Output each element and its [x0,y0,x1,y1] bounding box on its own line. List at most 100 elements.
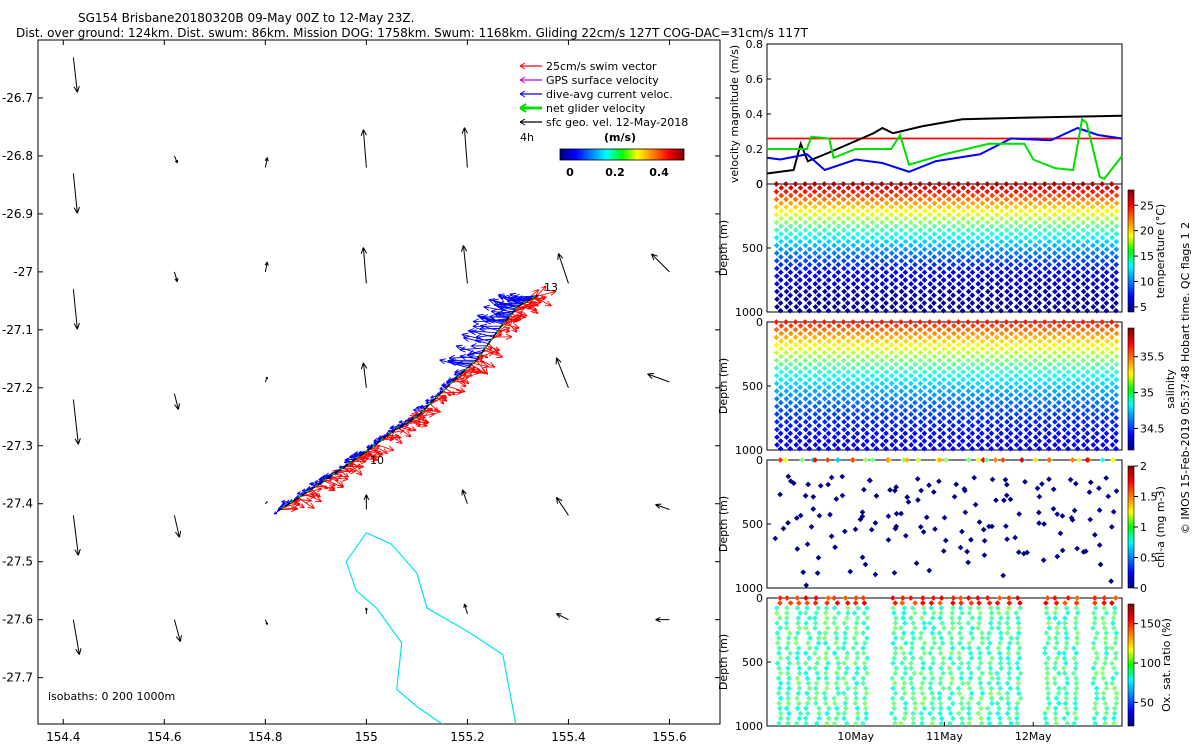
profile-sample-point [816,353,823,360]
profile-sample-point [1075,200,1082,207]
profile-sample-point [1055,277,1062,283]
profile-sample-point [946,196,952,203]
profile-sample-point [1004,265,1010,272]
profile-sample-point [806,369,813,375]
profile-sample-point [1094,300,1100,306]
time-tick-label: 11May [926,730,963,743]
profile-sample-point [1046,269,1052,276]
profile-sample-point [921,231,928,237]
profile-sample-point [860,380,866,387]
profile-sample-point [931,223,938,230]
profile-sample-point [998,238,1005,245]
profile-sample-point [773,188,780,195]
swim-vector-arrow [293,500,305,509]
profile-sample-point [1075,254,1081,260]
profile-sample-point [807,338,813,345]
profile-sample-point [796,438,803,444]
profile-sample-point [844,445,851,452]
profile-sample-point [854,376,861,383]
profile-sample-point [788,330,794,337]
profile-sample-point [773,349,780,356]
profile-sample-point [793,257,799,264]
profile-sample-point [797,200,804,207]
profile-sample-point [816,269,822,276]
profile-sample-point [969,223,976,230]
profile-sample-point [975,250,981,256]
profile-sample-point [874,353,880,360]
swim-vector-arrow [369,448,384,456]
profile-sample-point [802,250,809,256]
profile-sample-point [931,200,938,207]
profile-sample-point [812,242,818,249]
profile-sample-point [1027,223,1034,230]
profile-sample-point [850,426,857,433]
profile-sample-point [1075,185,1082,191]
profile-sample-point [854,430,861,437]
profile-sample-point [835,185,842,191]
profile-sample-point [1017,223,1024,230]
profile-sample-point [831,442,838,448]
swim-vector-arrow [429,403,439,412]
profile-sample-point [1104,185,1110,191]
profile-sample-point [908,296,915,303]
profile-sample-point [787,399,794,406]
profile-sample-point [850,204,856,210]
velocity-y-tick-label: 0.8 [746,38,764,51]
profile-sample-point [1055,292,1062,299]
profile-sample-point [793,403,799,410]
profile-sample-point [1027,292,1033,299]
profile-sample-point [845,361,851,368]
profile-sample-point [787,254,794,260]
dive-avg-current-arrow [483,304,514,313]
profile-sample-point [797,254,803,260]
profile-sample-point [937,281,943,287]
profile-sample-point [1080,296,1087,303]
profile-sample-point [783,242,790,249]
profile-sample-point [965,304,972,310]
profile-sample-point [1042,304,1049,310]
profile-sample-point [1061,304,1068,310]
profile-sample-point [787,246,794,253]
profile-sample-point [783,257,790,264]
profile-sample-point [898,296,905,303]
profile-sample-point [792,219,799,226]
profile-sample-point [807,192,813,199]
profile-sample-point [902,215,909,222]
profile-sample-point [821,234,828,241]
profile-sample-point [1051,188,1058,195]
profile-sample-point [821,411,828,417]
profile-sample-point [773,242,780,249]
profile-sample-point [869,188,876,195]
profile-sample-point [879,234,885,241]
profile-sample-point [854,415,861,421]
profile-sample-point [773,196,780,203]
profile-sample-point [835,438,841,444]
profile-sample-point [956,273,962,279]
profile-sample-point [1013,304,1020,310]
profile-sample-point [802,442,809,448]
profile-sample-point [1071,257,1077,264]
profile-sample-point [970,185,976,191]
profile-sample-point [1017,277,1024,283]
profile-sample-point [974,204,981,210]
profile-sample-point [902,200,909,207]
profile-sample-point [860,434,867,441]
dive-avg-current-arrow [467,328,497,335]
profile-sample-point [984,242,991,249]
profile-sample-point [802,434,809,441]
profile-sample-point [1052,296,1058,303]
velocity-ylabel: velocity magnitude (m/s) [728,45,741,183]
profile-sample-point [773,211,780,218]
sfc-velocity-arrow [264,157,269,168]
profile-sample-point [831,196,837,203]
profile-sample-point [864,292,870,299]
swim-vector-arrow [536,285,547,297]
profile-sample-point [874,208,880,214]
profile-sample-point [792,204,799,210]
sfc-velocity-arrow [173,155,178,164]
profile-sample-point [840,219,847,226]
profile-sample-point [931,261,938,268]
profile-sample-point [845,192,852,199]
profile-sample-point [984,188,991,195]
profile-sample-point [979,246,986,253]
